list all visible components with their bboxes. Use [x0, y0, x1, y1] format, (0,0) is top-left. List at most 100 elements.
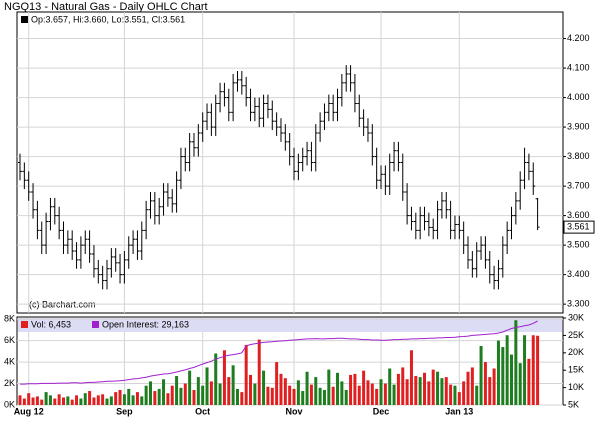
volume-bar: [492, 368, 496, 405]
volume-bar: [122, 394, 126, 405]
volume-bar: [340, 381, 344, 405]
y-tick-label: 3.300: [567, 299, 590, 309]
volume-bar: [444, 377, 448, 405]
volume-bar: [244, 344, 248, 405]
y-tick-label: 4K: [4, 356, 15, 366]
chart-title: NGQ13 - Natural Gas - Daily OHLC Chart: [4, 1, 208, 13]
y-tick-label: 4.100: [567, 62, 590, 72]
volume-bar: [214, 353, 218, 405]
volume-bar: [349, 374, 353, 405]
volume-bar: [88, 391, 92, 405]
volume-legend-band: [18, 318, 562, 332]
volume-bar: [240, 392, 244, 405]
volume-bar: [418, 377, 422, 405]
volume-bar: [92, 397, 96, 405]
volume-bar: [235, 388, 239, 405]
volume-bar: [166, 393, 170, 405]
volume-bar: [118, 389, 122, 405]
volume-bar: [144, 385, 148, 405]
y-tick-label: 3.400: [567, 269, 590, 279]
volume-bar: [305, 371, 309, 405]
volume-bar: [279, 373, 283, 405]
volume-bar: [179, 387, 183, 405]
x-tick-label: Nov: [286, 406, 303, 416]
volume-bar: [401, 367, 405, 405]
volume-bar: [388, 368, 392, 405]
volume-bar: [475, 385, 479, 405]
volume-bar: [344, 389, 348, 405]
y-tick-label: 4.200: [567, 33, 590, 43]
volume-bar: [523, 335, 527, 405]
volume-bar: [44, 392, 48, 405]
volume-bar: [383, 383, 387, 405]
volume-bar: [66, 396, 70, 405]
volume-bar: [40, 399, 44, 405]
y-tick-label: 3.800: [567, 151, 590, 161]
volume-bar: [188, 370, 192, 405]
volume-bar: [453, 385, 457, 405]
volume-bar: [218, 383, 222, 405]
volume-bar: [327, 369, 331, 405]
volume-bar: [53, 398, 57, 405]
volume-bar: [205, 367, 209, 405]
volume-bar: [114, 392, 118, 405]
volume-bar: [131, 395, 135, 405]
volume-bar: [48, 395, 52, 405]
volume-bar: [488, 377, 492, 405]
volume-bar: [140, 396, 144, 405]
volume-bar: [357, 385, 361, 405]
legend-swatch: [92, 321, 99, 328]
y2-tick-label: 10K: [568, 382, 584, 392]
y2-tick-label: 15K: [568, 365, 584, 375]
volume-bar: [83, 393, 87, 405]
volume-bar: [275, 362, 279, 405]
open-interest-line: [20, 320, 538, 385]
header-swatch: [21, 16, 28, 23]
volume-bar: [127, 388, 131, 405]
y-tick-label: 2K: [4, 378, 15, 388]
volume-bar: [79, 398, 83, 405]
volume-bar: [366, 380, 370, 405]
volume-bar: [209, 381, 213, 405]
volume-bar: [18, 395, 22, 405]
volume-bar: [370, 383, 374, 405]
volume-bar: [61, 397, 65, 405]
volume-bar: [35, 396, 39, 405]
x-tick-label: Dec: [373, 406, 390, 416]
volume-bar: [457, 392, 461, 405]
volume-bar: [449, 384, 453, 405]
volume-bar: [501, 347, 505, 405]
volume-bar: [322, 389, 326, 405]
volume-bar: [318, 387, 322, 405]
volume-bar: [227, 377, 231, 405]
x-tick-label: Jan 13: [445, 406, 473, 416]
volume-bar: [196, 377, 200, 405]
volume-bar: [170, 385, 174, 405]
volume-bar: [253, 383, 257, 405]
x-tick-label: Aug 12: [14, 406, 44, 416]
volume-bar: [262, 370, 266, 405]
volume-bar: [331, 386, 335, 405]
y-tick-label: 4.000: [567, 92, 590, 102]
volume-bar: [353, 373, 357, 405]
volume-bar: [466, 371, 470, 405]
y-tick-label: 6K: [4, 335, 15, 345]
volume-bar: [266, 386, 270, 405]
volume-bar: [536, 335, 540, 405]
volume-bar: [183, 383, 187, 405]
volume-bar: [175, 376, 179, 405]
volume-bar: [57, 394, 61, 405]
volume-bar: [70, 399, 74, 405]
volume-bar: [336, 372, 340, 405]
volume-bar: [257, 339, 261, 405]
x-tick-label: Oct: [195, 406, 210, 416]
volume-bar: [101, 394, 105, 405]
volume-bar: [379, 379, 383, 405]
volume-bar: [470, 367, 474, 405]
volume-bar: [288, 385, 292, 405]
volume-bar: [496, 340, 500, 405]
y2-tick-label: 30K: [568, 312, 584, 322]
y-tick-label: 0K: [4, 399, 15, 409]
volume-bar: [222, 350, 226, 405]
volume-bar: [462, 381, 466, 405]
